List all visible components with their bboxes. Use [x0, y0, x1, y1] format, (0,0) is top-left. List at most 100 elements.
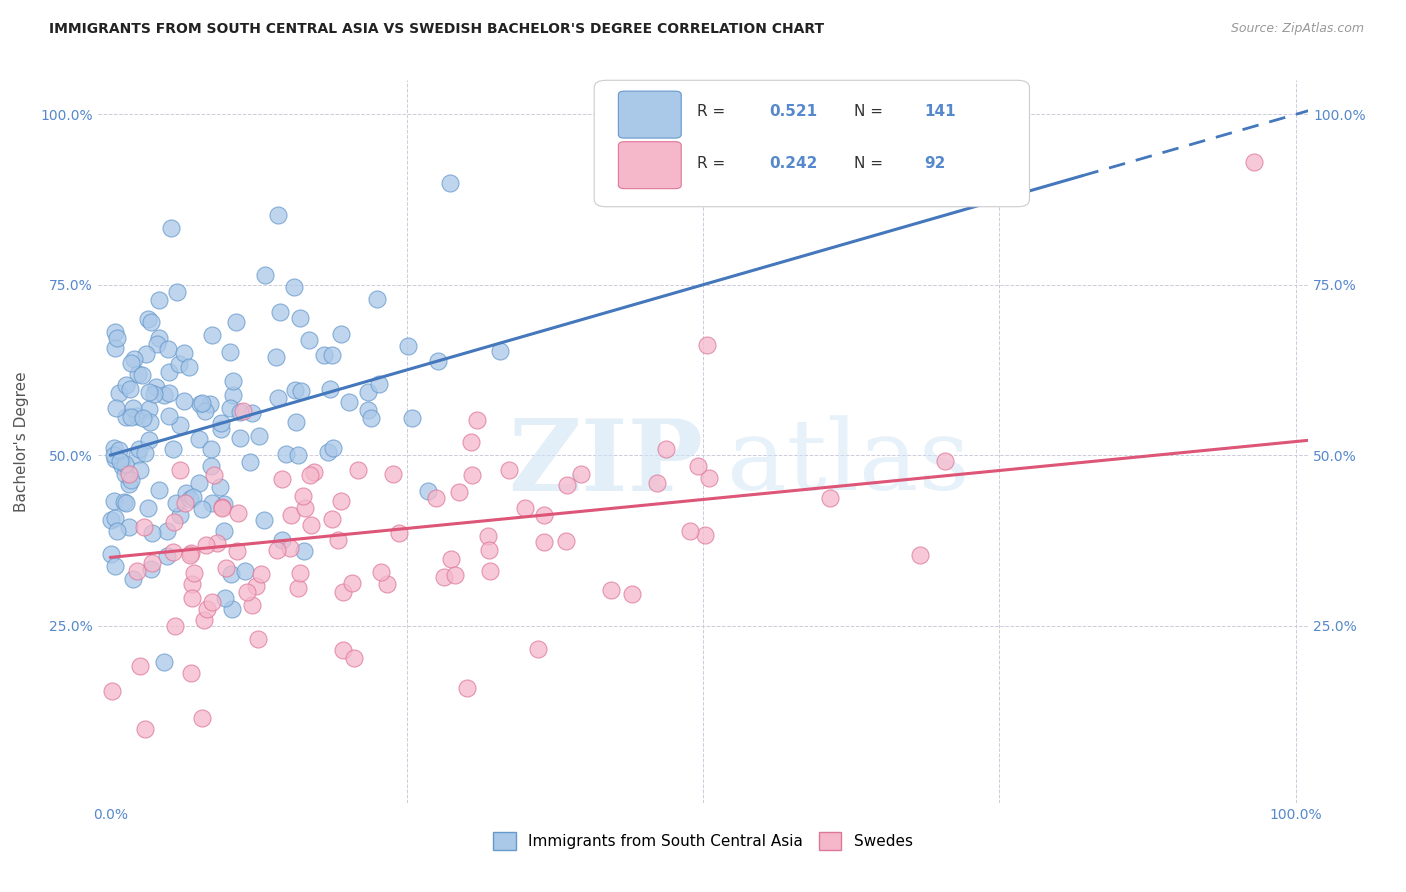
Point — [478, 564, 501, 578]
Text: N =: N = — [855, 103, 889, 119]
Point — [292, 544, 315, 558]
Point — [280, 508, 302, 523]
Point — [153, 388, 176, 402]
Point — [332, 643, 354, 657]
Point — [440, 551, 463, 566]
Point — [108, 442, 131, 457]
Point — [418, 483, 440, 498]
Point — [527, 642, 550, 657]
Point — [225, 315, 247, 329]
Point — [173, 393, 195, 408]
Point — [134, 723, 156, 737]
Point — [620, 587, 643, 601]
Point — [270, 472, 292, 486]
Point — [180, 577, 202, 591]
Point — [115, 409, 138, 424]
Point — [148, 331, 170, 345]
Point — [165, 495, 187, 509]
Point — [125, 448, 148, 462]
Point — [343, 650, 366, 665]
Text: N =: N = — [855, 156, 889, 171]
Point — [166, 285, 188, 299]
Point — [169, 418, 191, 433]
Point — [173, 345, 195, 359]
Point — [201, 327, 224, 342]
Text: IMMIGRANTS FROM SOUTH CENTRAL ASIA VS SWEDISH BACHELOR'S DEGREE CORRELATION CHAR: IMMIGRANTS FROM SOUTH CENTRAL ASIA VS SW… — [49, 22, 824, 37]
Point — [104, 510, 127, 524]
Point — [228, 431, 250, 445]
Point — [254, 268, 277, 282]
Point — [401, 411, 423, 425]
Point — [212, 497, 235, 511]
FancyBboxPatch shape — [619, 91, 682, 138]
Point — [176, 485, 198, 500]
Point — [129, 463, 152, 477]
Point — [177, 359, 200, 374]
Point — [100, 513, 122, 527]
Point — [498, 462, 520, 476]
Point — [112, 495, 135, 509]
Point — [195, 538, 218, 552]
Point — [477, 529, 499, 543]
Point — [219, 401, 242, 416]
Point — [367, 376, 389, 391]
Point — [236, 584, 259, 599]
Point — [312, 347, 335, 361]
Point — [104, 401, 127, 416]
Point — [180, 666, 202, 681]
Point — [298, 334, 321, 348]
Point — [461, 468, 484, 483]
Point — [118, 467, 141, 481]
Point — [329, 326, 352, 341]
Point — [381, 467, 404, 481]
Point — [267, 391, 290, 405]
Point — [283, 279, 305, 293]
Point — [120, 409, 142, 424]
Point — [138, 384, 160, 399]
Point — [142, 386, 165, 401]
Text: Source: ZipAtlas.com: Source: ZipAtlas.com — [1230, 22, 1364, 36]
Point — [697, 471, 720, 485]
Point — [321, 348, 343, 362]
Point — [647, 476, 669, 491]
Text: 141: 141 — [924, 103, 956, 119]
Point — [195, 602, 218, 616]
Point — [127, 409, 149, 424]
Point — [439, 176, 461, 190]
Point — [316, 444, 339, 458]
Point — [188, 432, 211, 446]
Point — [696, 338, 718, 352]
Point — [146, 337, 169, 351]
Point — [266, 542, 288, 557]
Point — [329, 494, 352, 508]
Point — [103, 448, 125, 462]
Point — [193, 613, 215, 627]
Point — [222, 388, 245, 402]
Point — [191, 711, 214, 725]
Point — [183, 566, 205, 580]
Point — [132, 410, 155, 425]
Point — [139, 415, 162, 429]
Point — [219, 345, 242, 359]
Point — [167, 357, 190, 371]
Point — [269, 304, 291, 318]
Point — [191, 502, 214, 516]
Point — [104, 452, 127, 467]
Point — [207, 535, 229, 549]
Point — [294, 500, 316, 515]
Point — [460, 434, 482, 449]
Point — [240, 598, 263, 612]
FancyBboxPatch shape — [595, 80, 1029, 207]
Point — [433, 570, 456, 584]
Point — [131, 368, 153, 382]
Point — [103, 441, 125, 455]
Point — [322, 441, 344, 455]
Point — [187, 476, 209, 491]
Point — [104, 559, 127, 574]
Point — [679, 524, 702, 538]
Point — [357, 403, 380, 417]
Point — [118, 520, 141, 534]
Point — [228, 404, 250, 418]
Point — [533, 535, 555, 549]
Point — [134, 446, 156, 460]
